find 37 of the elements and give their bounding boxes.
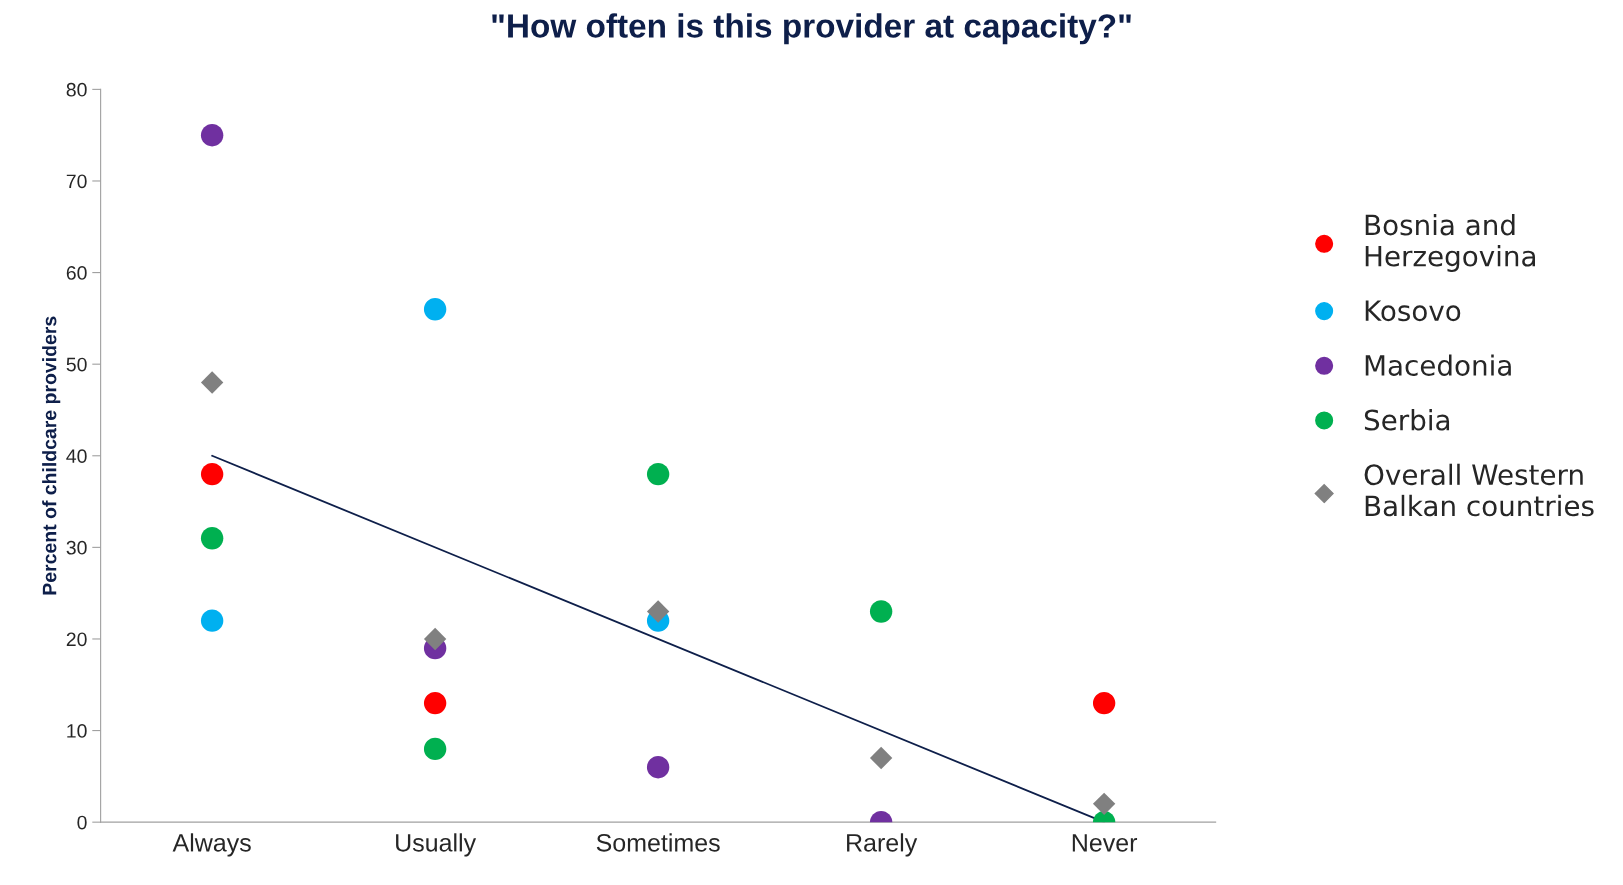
x-tick-label: Always	[172, 833, 251, 857]
x-tick-label: Usually	[396, 833, 477, 857]
legend-label: Serbia	[1364, 409, 1450, 431]
point	[423, 627, 447, 651]
chart-title: "How often is this provider at capacity?"	[492, 13, 1131, 45]
point	[646, 600, 670, 623]
point	[200, 527, 224, 550]
point	[646, 462, 670, 486]
x-tick-label: Never	[1072, 834, 1138, 852]
point	[646, 756, 670, 779]
legend-label: Kosovo	[1365, 300, 1461, 322]
y-tick-label: 0	[77, 815, 87, 830]
point	[869, 600, 893, 623]
y-tick-label: 50	[66, 357, 87, 372]
point	[200, 371, 224, 394]
legend-label: Macedonia	[1365, 354, 1511, 376]
point	[200, 462, 224, 486]
y-tick-label: 20	[66, 632, 87, 647]
y-axis-title: Percent of childcare providers	[42, 316, 61, 595]
point	[423, 691, 447, 715]
y-tick-label: 70	[66, 174, 87, 189]
y-tick-label: 40	[66, 449, 87, 464]
legend-label: Bosnia and Herzegovina	[1365, 213, 1535, 272]
x-tick-label: Sometimes	[596, 833, 720, 852]
point	[200, 609, 224, 632]
point	[869, 746, 893, 770]
point	[1092, 792, 1116, 816]
y-tick-label: 30	[66, 540, 87, 555]
point	[1092, 691, 1116, 715]
y-tick-label: 10	[67, 724, 87, 738]
legend-label: Overall Western Balkan countries	[1364, 463, 1594, 517]
point	[200, 123, 224, 147]
point	[423, 737, 447, 761]
y-tick-label: 80	[66, 82, 87, 97]
y-tick-label: 60	[66, 266, 87, 280]
point	[423, 298, 447, 321]
x-tick-label: Rarely	[847, 833, 918, 857]
